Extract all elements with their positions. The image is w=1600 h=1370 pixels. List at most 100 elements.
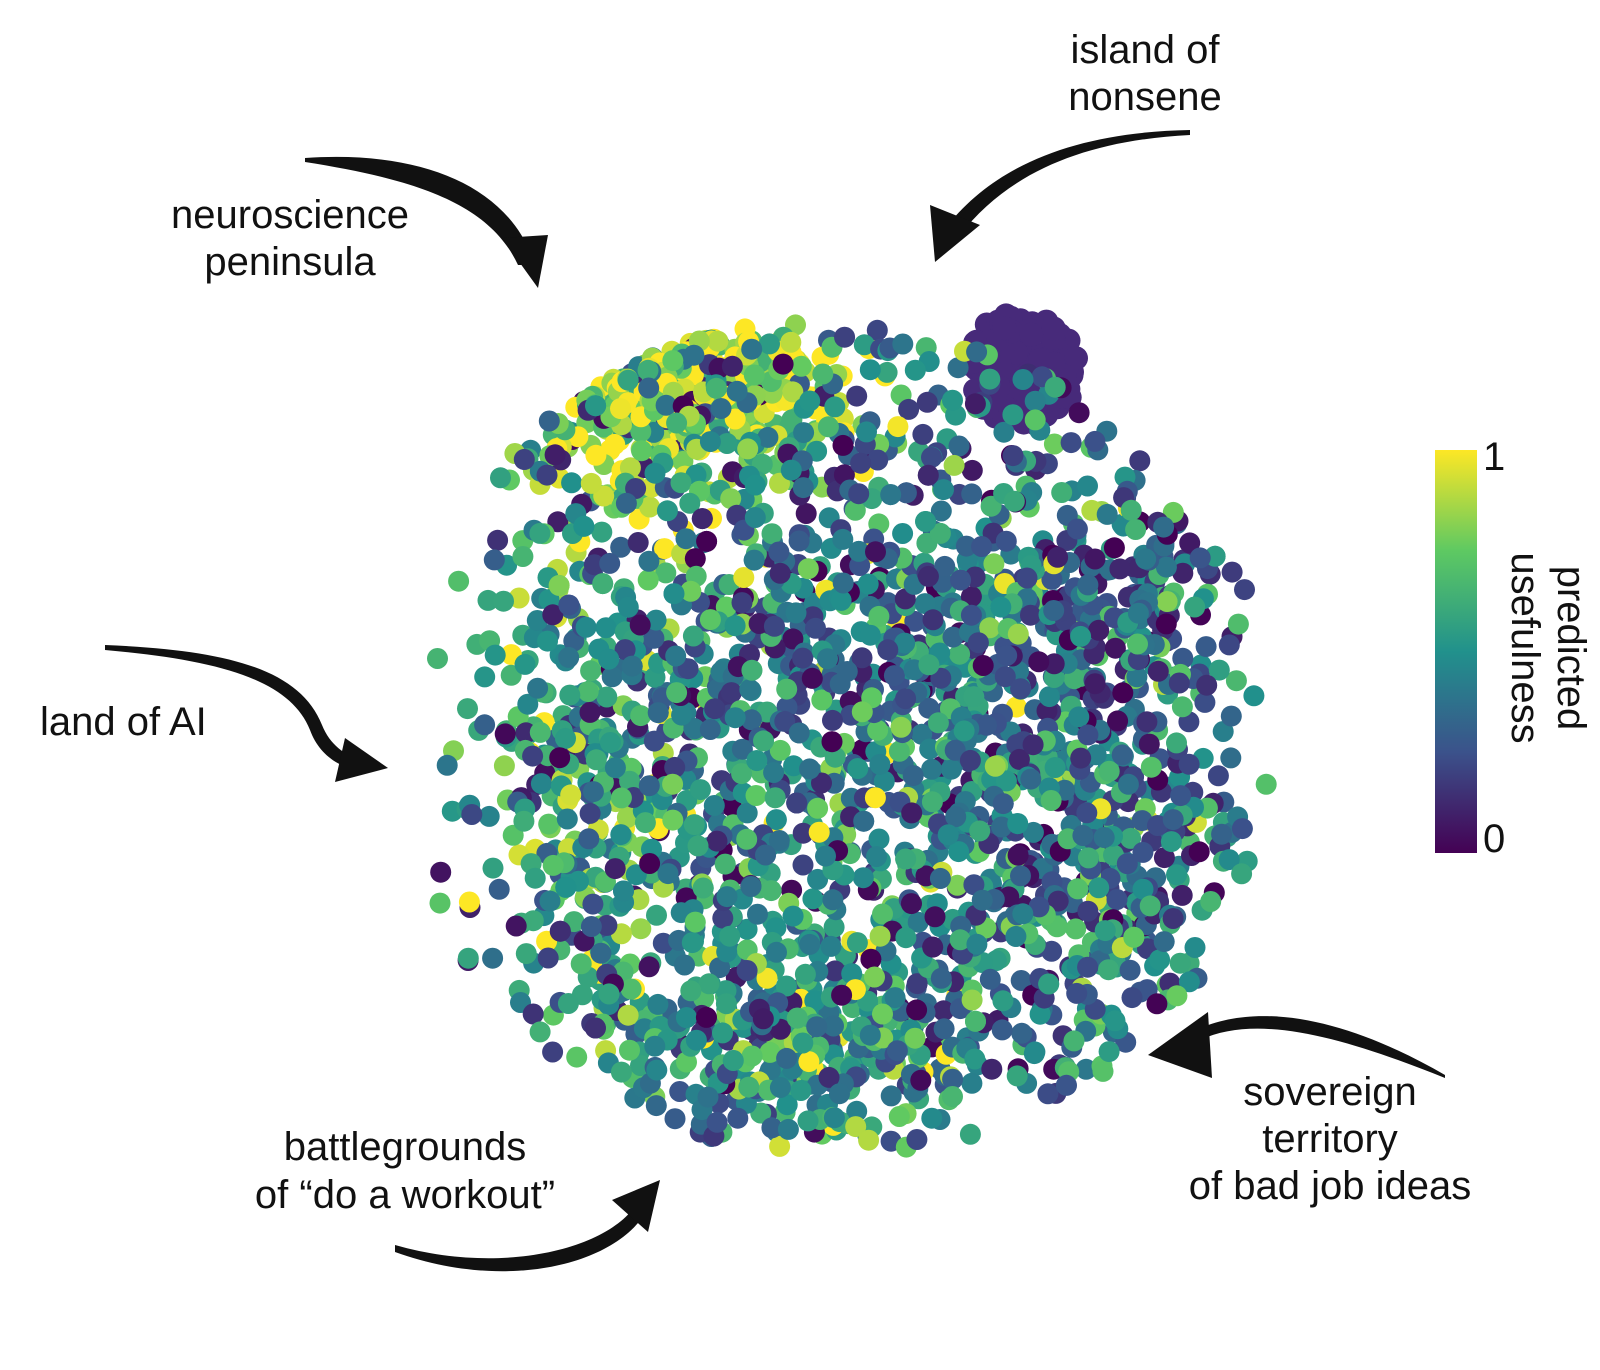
scatter-point [638, 550, 660, 572]
scatter-point [599, 732, 621, 753]
scatter-point [786, 1007, 808, 1029]
scatter-point [1043, 653, 1065, 675]
scatter-point [942, 626, 964, 648]
scatter-point [1028, 651, 1050, 673]
scatter-point [782, 628, 804, 650]
scatter-point [1109, 558, 1131, 580]
annotation-arrows [105, 130, 1445, 1272]
scatter-point [537, 947, 559, 969]
scatter-point [918, 654, 940, 676]
scatter-point [916, 391, 938, 413]
scatter-point [1200, 891, 1222, 912]
scatter-point [685, 1029, 707, 1051]
scatter-point [960, 604, 982, 626]
scatter-point [712, 907, 734, 929]
scatter-point [1170, 785, 1192, 807]
scatter-point [664, 756, 686, 778]
scatter-point [808, 821, 830, 843]
scatter-point [704, 698, 726, 720]
scatter-point [1123, 926, 1145, 948]
scatter-point [712, 1022, 733, 1044]
scatter-point [774, 710, 796, 732]
scatter-point [1041, 316, 1066, 341]
scatter-point [917, 565, 939, 587]
scatter-point [948, 435, 970, 457]
scatter-point [639, 496, 661, 518]
scatter-point [638, 775, 660, 797]
scatter-point [720, 488, 742, 510]
scatter-point [783, 755, 805, 777]
scatter-point [560, 784, 582, 806]
scatter-point [683, 717, 705, 739]
scatter-point [1098, 959, 1119, 981]
scatter-point [922, 936, 944, 958]
annotation-island-line-1: island of [1071, 28, 1221, 72]
scatter-point [724, 707, 746, 729]
scatter-point [934, 555, 956, 577]
scatter-point [457, 698, 478, 720]
scatter-point [1020, 768, 1042, 790]
scatter-point [1003, 490, 1025, 512]
scatter-point [898, 398, 920, 420]
scatter-point [1178, 753, 1200, 775]
scatter-point [1153, 847, 1175, 869]
scatter-point [616, 807, 638, 828]
scatter-point [895, 688, 917, 710]
scatter-point [1146, 993, 1168, 1015]
scatter-point [598, 648, 620, 670]
scatter-point [1010, 678, 1032, 700]
scatter-point [1132, 878, 1154, 900]
scatter-point [656, 500, 678, 522]
scatter-point [692, 877, 714, 899]
scatter-point [721, 355, 743, 377]
scatter-point [797, 1110, 819, 1132]
scatter-point [860, 948, 882, 970]
scatter-point [457, 947, 479, 969]
scatter-point [1098, 760, 1120, 782]
scatter-point [963, 686, 985, 708]
scatter-point [1212, 721, 1234, 742]
scatter-point [670, 472, 692, 494]
scatter-point [869, 925, 891, 947]
scatter-point [984, 755, 1006, 777]
scatter-point [557, 993, 579, 1014]
scatter-point [1184, 937, 1206, 958]
scatter-point [851, 701, 873, 723]
scatter-point [1188, 841, 1210, 863]
scatter-point [542, 1041, 564, 1063]
scatter-point [1060, 432, 1082, 454]
scatter-point [710, 398, 732, 419]
scatter-point [753, 730, 774, 752]
scatter-point [872, 903, 893, 925]
scatter-point [805, 617, 826, 639]
scatter-point [493, 755, 515, 777]
scatter-point [1067, 878, 1089, 900]
scatter-point [1194, 691, 1216, 713]
scatter-point [823, 1107, 845, 1129]
scatter-point [790, 355, 812, 377]
scatter-point [901, 802, 923, 824]
scatter-point [906, 999, 928, 1021]
scatter-point [542, 604, 564, 626]
scatter-point [953, 720, 975, 742]
scatter-point [930, 667, 952, 689]
scatter-point [856, 421, 877, 443]
scatter-point [947, 357, 969, 379]
scatter-point [738, 1076, 760, 1098]
arrow-workout [395, 1210, 642, 1272]
scatter-point [744, 507, 766, 528]
scatter-point [992, 990, 1014, 1012]
scatter-point [690, 779, 711, 801]
scatter-point [638, 956, 660, 978]
scatter-point [1132, 841, 1154, 863]
scatter-point [895, 927, 917, 949]
scatter-point [1023, 1043, 1045, 1065]
scatter-point [657, 863, 679, 885]
scatter-point [992, 316, 1017, 341]
scatter-point [930, 967, 952, 989]
scatter-point [493, 590, 514, 612]
scatter-point [766, 941, 787, 963]
scatter-point [811, 772, 832, 794]
scatter-point [643, 730, 665, 752]
